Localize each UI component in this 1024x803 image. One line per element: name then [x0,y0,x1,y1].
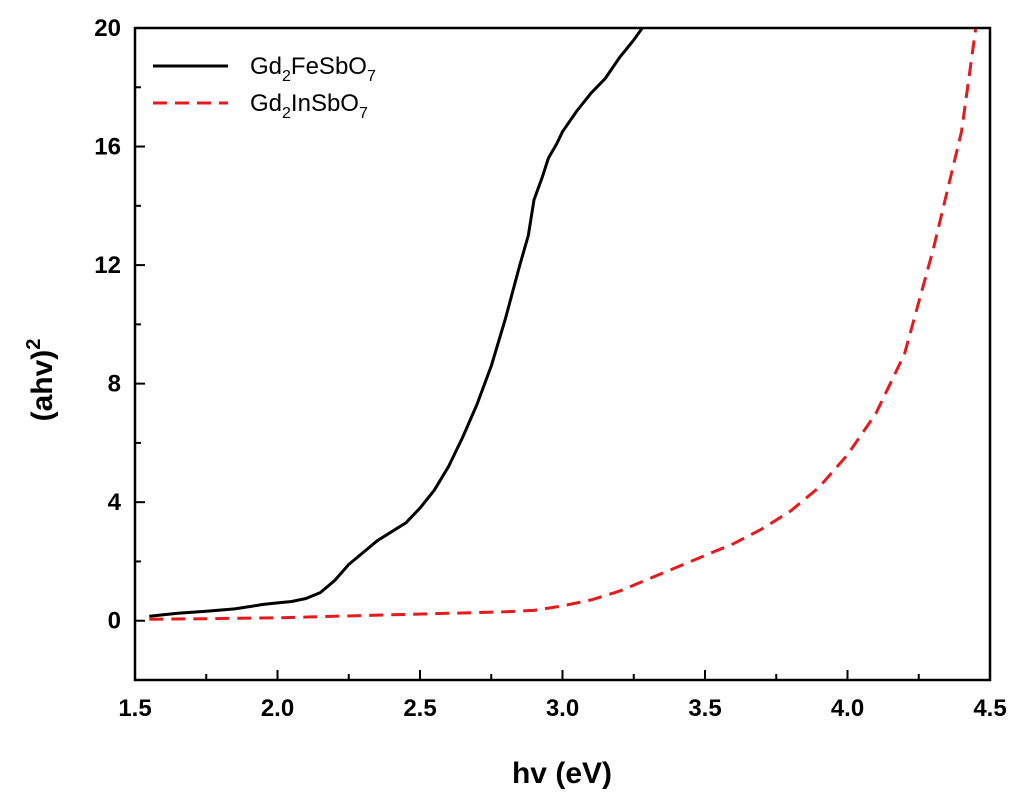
legend-label-gd2insbo7-part2: InSbO [291,90,359,117]
legend-label-gd2insbo7-part1: Gd [250,90,282,117]
axis-tick-labels: 1.5 2.0 2.5 3.0 3.5 4.0 4.5 0 4 8 12 16 20 [94,15,1006,722]
y-axis-title-superscript: 2 [23,339,45,350]
y-tick-label: 8 [108,371,121,398]
x-axis-title: hv (eV) [512,757,612,790]
y-axis-title: (ahv)2 [23,339,59,422]
x-tick-label: 4.5 [973,695,1006,722]
legend: Gd2FeSbO7 Gd2InSbO7 [153,53,376,122]
y-tick-label: 20 [94,15,121,42]
x-tick-label: 3.0 [546,695,579,722]
legend-label-gd2insbo7: Gd2InSbO7 [250,90,368,122]
series-line-gd2insbo7 [149,27,978,621]
plot-lines [149,27,978,621]
legend-label-gd2insbo7-sub1: 2 [282,105,291,122]
x-tick-label: 2.5 [403,695,436,722]
legend-label-gd2fesbo7-part2: FeSbO [291,53,367,80]
x-tick-label: 2.0 [261,695,294,722]
y-tick-label: 12 [94,252,121,279]
x-tick-label: 1.5 [118,695,151,722]
y-tick-label: 16 [94,134,121,161]
legend-label-gd2fesbo7-part1: Gd [250,53,282,80]
y-tick-label: 4 [108,489,122,516]
legend-label-gd2fesbo7-sub1: 2 [282,68,291,85]
legend-label-gd2insbo7-sub2: 7 [359,105,368,122]
x-tick-label: 4.0 [831,695,864,722]
y-axis-title-main: (ahv) [26,350,59,422]
legend-label-gd2fesbo7: Gd2FeSbO7 [250,53,376,85]
axis-ticks [134,27,991,680]
x-tick-label: 3.5 [688,695,721,722]
legend-label-gd2fesbo7-sub2: 7 [367,68,376,85]
y-tick-label: 0 [108,608,121,635]
series-line-gd2fesbo7 [149,27,644,618]
